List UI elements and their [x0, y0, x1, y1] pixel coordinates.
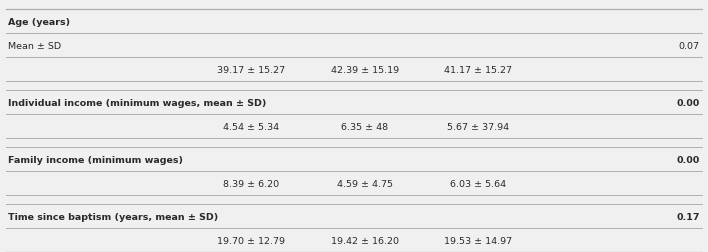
Text: Age (years): Age (years) [8, 18, 71, 26]
Text: 0.17: 0.17 [676, 212, 700, 221]
Text: 0.00: 0.00 [676, 98, 700, 107]
Text: 8.39 ± 6.20: 8.39 ± 6.20 [223, 179, 280, 188]
Text: 42.39 ± 15.19: 42.39 ± 15.19 [331, 65, 399, 74]
Text: 6.35 ± 48: 6.35 ± 48 [341, 122, 388, 131]
Text: Family income (minimum wages): Family income (minimum wages) [8, 155, 183, 164]
Text: 19.53 ± 14.97: 19.53 ± 14.97 [444, 236, 512, 244]
Text: 5.67 ± 37.94: 5.67 ± 37.94 [447, 122, 509, 131]
Text: 6.03 ± 5.64: 6.03 ± 5.64 [450, 179, 506, 188]
Text: 19.70 ± 12.79: 19.70 ± 12.79 [217, 236, 285, 244]
Text: 0.00: 0.00 [676, 155, 700, 164]
Text: Individual income (minimum wages, mean ± SD): Individual income (minimum wages, mean ±… [8, 98, 267, 107]
Text: 39.17 ± 15.27: 39.17 ± 15.27 [217, 65, 285, 74]
Text: 19.42 ± 16.20: 19.42 ± 16.20 [331, 236, 399, 244]
Text: 4.54 ± 5.34: 4.54 ± 5.34 [223, 122, 280, 131]
Text: 4.59 ± 4.75: 4.59 ± 4.75 [336, 179, 393, 188]
Text: 0.07: 0.07 [678, 41, 700, 50]
Text: Mean ± SD: Mean ± SD [8, 41, 62, 50]
Text: 41.17 ± 15.27: 41.17 ± 15.27 [444, 65, 512, 74]
Text: Time since baptism (years, mean ± SD): Time since baptism (years, mean ± SD) [8, 212, 219, 221]
